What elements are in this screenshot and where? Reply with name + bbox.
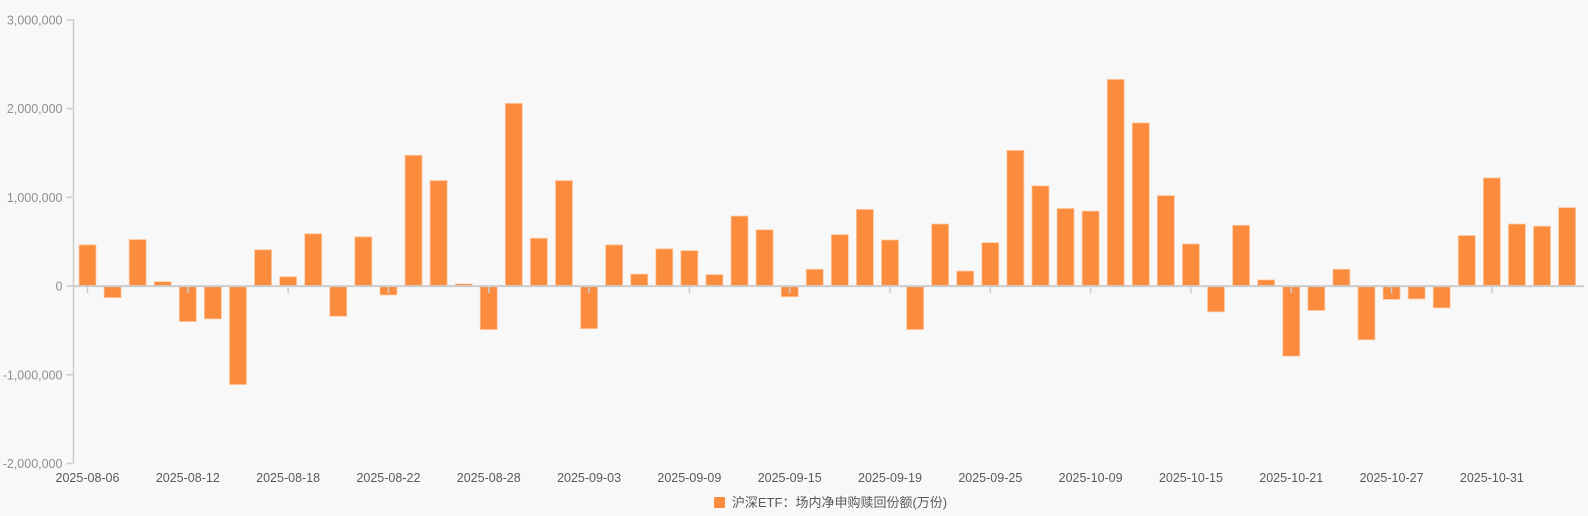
bar-2025-09-02[interactable]	[555, 180, 573, 287]
bar-2025-09-11[interactable]	[730, 215, 749, 287]
bar-2025-10-31[interactable]	[1482, 177, 1501, 287]
y-axis-label: 1,000,000	[7, 191, 63, 205]
legend-item[interactable]: 沪深ETF：场内净申购赎回份额(万份)	[713, 494, 948, 510]
bar-2025-10-24[interactable]	[1357, 285, 1376, 341]
x-axis-label: 2025-10-27	[1360, 471, 1424, 485]
bar-2025-09-09[interactable]	[680, 250, 699, 287]
bar-2025-10-10[interactable]	[1106, 79, 1125, 287]
bar-2025-10-22[interactable]	[1307, 285, 1326, 311]
bar-2025-09-18[interactable]	[856, 208, 874, 287]
x-axis-label: 2025-08-18	[256, 471, 320, 485]
bar-2025-09-05[interactable]	[630, 273, 649, 287]
bar-2025-10-17[interactable]	[1232, 224, 1250, 287]
legend-label: 沪深ETF：场内净申购赎回份额(万份)	[731, 494, 948, 510]
bar-2025-09-22[interactable]	[906, 285, 924, 330]
bar-2025-08-13[interactable]	[203, 285, 222, 320]
bar-2025-09-17[interactable]	[830, 234, 849, 287]
y-axis-label: -2,000,000	[3, 457, 63, 471]
y-axis-label: 0	[56, 280, 63, 294]
bar-2025-10-30[interactable]	[1457, 235, 1476, 287]
bar-2025-09-26[interactable]	[1006, 149, 1025, 287]
bar-2025-09-19[interactable]	[881, 239, 899, 287]
legend: 沪深ETF：场内净申购赎回份额(万份)	[73, 491, 1588, 513]
bar-2025-08-25[interactable]	[404, 154, 423, 287]
bar-2025-09-30[interactable]	[1056, 208, 1075, 287]
x-axis-label: 2025-08-28	[457, 471, 521, 485]
bar-2025-10-28[interactable]	[1407, 285, 1426, 300]
bar-2025-08-21[interactable]	[354, 236, 373, 287]
legend-swatch-icon	[713, 496, 725, 508]
bar-2025-08-19[interactable]	[304, 233, 323, 287]
x-axis-label: 2025-08-22	[356, 471, 420, 485]
bar-2025-10-29[interactable]	[1432, 285, 1451, 309]
x-axis-label: 2025-10-21	[1259, 471, 1323, 485]
bar-2025-09-23[interactable]	[931, 223, 950, 287]
bar-2025-09-12[interactable]	[755, 229, 774, 287]
bar-2025-08-26[interactable]	[429, 180, 448, 287]
bar-2025-09-16[interactable]	[805, 268, 824, 287]
bar-2025-09-24[interactable]	[956, 270, 975, 287]
bar-2025-08-18[interactable]	[279, 276, 298, 287]
y-axis-label: -1,000,000	[3, 368, 63, 382]
bar-2025-10-15[interactable]	[1182, 243, 1200, 287]
bar-2025-11-05[interactable]	[1558, 207, 1577, 287]
x-axis-label: 2025-09-25	[958, 471, 1022, 485]
bar-2025-10-23[interactable]	[1332, 268, 1351, 287]
bar-2025-08-20[interactable]	[329, 285, 348, 317]
x-axis-label: 2025-08-06	[56, 471, 120, 485]
bar-2025-08-07[interactable]	[103, 285, 122, 299]
bar-2025-11-04[interactable]	[1533, 225, 1551, 287]
bar-2025-08-08[interactable]	[128, 239, 147, 287]
bar-2025-09-25[interactable]	[981, 242, 1000, 287]
y-axis-label: 3,000,000	[7, 14, 63, 28]
bar-2025-08-06[interactable]	[78, 244, 97, 287]
bar-2025-09-08[interactable]	[655, 248, 674, 287]
x-axis-label: 2025-09-19	[858, 471, 922, 485]
x-axis-label: 2025-09-03	[557, 471, 621, 485]
bar-2025-09-01[interactable]	[530, 237, 548, 287]
bar-2025-08-29[interactable]	[504, 102, 523, 287]
bar-2025-08-14[interactable]	[229, 285, 247, 385]
bar-2025-09-10[interactable]	[705, 274, 724, 287]
bar-2025-10-14[interactable]	[1156, 195, 1175, 287]
bar-2025-09-04[interactable]	[605, 244, 624, 287]
x-axis-label: 2025-10-31	[1460, 471, 1524, 485]
bar-2025-10-13[interactable]	[1131, 122, 1150, 287]
bar-2025-10-16[interactable]	[1207, 285, 1225, 313]
x-axis-label: 2025-10-09	[1059, 471, 1123, 485]
bar-2025-11-03[interactable]	[1508, 223, 1526, 287]
y-axis-label: 2,000,000	[7, 102, 63, 116]
bar-2025-09-29[interactable]	[1031, 185, 1050, 287]
x-axis-label: 2025-09-09	[657, 471, 721, 485]
x-axis-label: 2025-10-15	[1159, 471, 1223, 485]
x-axis-label: 2025-08-12	[156, 471, 220, 485]
bar-2025-10-21[interactable]	[1282, 285, 1301, 357]
bar-2025-08-15[interactable]	[254, 249, 272, 287]
x-axis-label: 2025-09-15	[758, 471, 822, 485]
bar-2025-10-09[interactable]	[1081, 210, 1100, 287]
